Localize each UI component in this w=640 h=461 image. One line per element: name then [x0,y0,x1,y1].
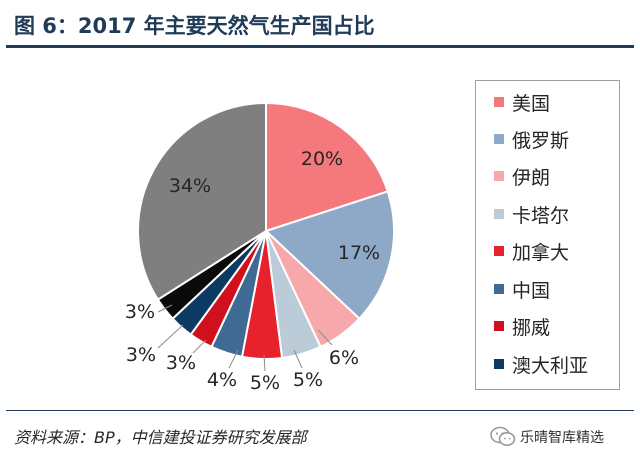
leader-line [228,349,239,369]
pie-data-label: 3% [125,301,155,323]
pie-data-label: 4% [207,369,237,391]
leader-line [293,349,303,369]
title-underline [6,45,634,48]
pie-data-labels: 20% 17% 6% 5% 5% 4% 3% 3% 3% 34% [125,148,380,394]
pie-slice [265,101,389,233]
pie-slice [137,101,267,301]
legend-label: 挪威 [512,316,551,339]
pie-data-label: 3% [166,352,196,374]
legend-item: 中国 [494,274,550,304]
pie-data-label: 34% [169,175,211,197]
legend-item: 加拿大 [494,236,569,266]
watermark: 乐晴智库精选 [490,426,604,448]
legend-label: 卡塔尔 [512,204,570,227]
chart-title: 图 6：2017 年主要天然气生产国占比 [14,14,375,38]
pie-data-label: 5% [293,369,323,391]
legend-label: 加拿大 [512,241,570,264]
pie-data-label: 5% [250,372,280,394]
legend-swatch [494,171,504,181]
leader-line [192,339,207,354]
leader-line [157,304,173,313]
leader-line [263,354,266,372]
legend-swatch [494,134,504,144]
legend-item: 伊朗 [494,161,550,191]
legend-swatch [494,321,504,331]
pie-chart: 20% 17% 6% 5% 5% 4% 3% 3% 3% 34% [125,101,395,394]
pie-data-label: 17% [338,242,380,264]
pie-data-label: 6% [329,347,359,369]
legend-label: 伊朗 [512,166,551,189]
pie-data-label: 3% [126,344,156,366]
pie-slice [264,190,395,321]
legend: 美国 俄罗斯 伊朗 卡塔尔 加拿大 中国 挪威 澳大利亚 [475,80,620,390]
legend-item: 澳大利亚 [494,349,588,379]
pie-slices [137,101,395,360]
leader-line [317,329,333,346]
legend-swatch [494,209,504,219]
legend-label: 中国 [512,279,551,302]
legend-swatch [494,97,504,107]
pie-leader-lines [157,304,333,372]
legend-swatch [494,359,504,369]
wechat-icon [490,426,516,446]
pie-data-label: 20% [301,148,343,170]
legend-item: 美国 [494,87,550,117]
legend-item: 挪威 [494,311,550,341]
legend-item: 卡塔尔 [494,199,569,229]
footer-rule [6,410,634,411]
source-note: 资料来源：BP，中信建投证券研究发展部 [14,428,307,447]
legend-item: 俄罗斯 [494,124,569,154]
legend-label: 俄罗斯 [512,129,570,152]
legend-swatch [494,284,504,294]
legend-swatch [494,246,504,256]
legend-label: 澳大利亚 [512,354,589,377]
watermark-text: 乐晴智库精选 [520,430,604,446]
legend-label: 美国 [512,92,551,115]
leader-line [157,324,184,349]
